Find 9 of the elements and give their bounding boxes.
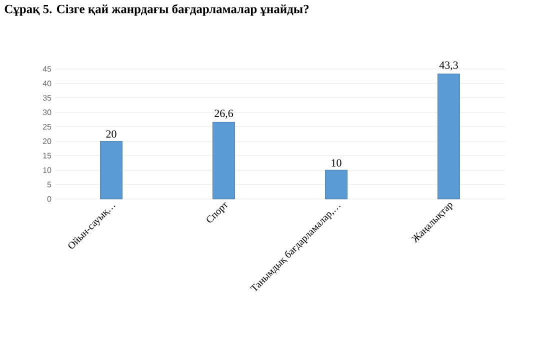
data-label: 20 — [106, 130, 116, 138]
data-label: 43,3 — [439, 61, 458, 70]
bar — [212, 122, 235, 200]
data-label: 26,6 — [214, 110, 234, 119]
data-label: 10 — [332, 159, 342, 167]
chart-title: Сұрақ 5. Сізге қай жанрдағы бағдарламалар ұнайды? — [4, 4, 309, 16]
bar — [325, 170, 348, 200]
bar — [438, 74, 460, 200]
bar — [100, 141, 122, 200]
